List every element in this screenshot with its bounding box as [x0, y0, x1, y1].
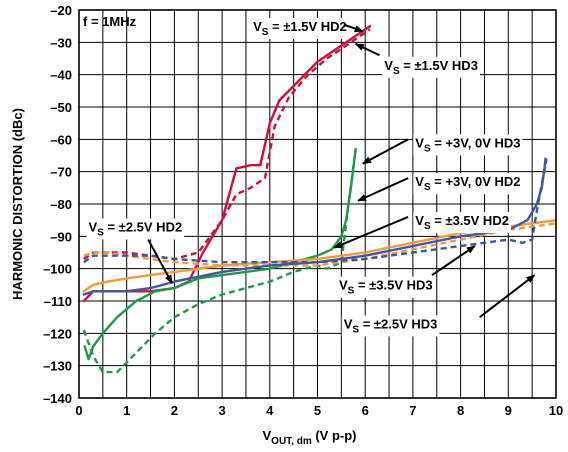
annotation-arrow-3 — [362, 138, 409, 165]
series-line-5 — [82, 219, 558, 293]
condition-label: f = 1MHz — [83, 14, 137, 29]
annotation-label-1: VS = ±1.5V HD2 — [253, 19, 347, 38]
annotation-text: = ±3.5V HD2 — [431, 213, 509, 228]
annotation-background — [382, 56, 480, 78]
y-tick-label: –70 — [50, 165, 72, 180]
annotation-arrow-6 — [147, 239, 173, 285]
y-tick-label: –30 — [50, 35, 72, 50]
x-tick-label: 4 — [266, 403, 274, 418]
x-tick-label: 10 — [549, 403, 563, 418]
plot-frame — [78, 9, 557, 399]
y-tick-label: –140 — [43, 391, 72, 406]
series-line-8 — [83, 158, 548, 264]
annotation-background — [251, 18, 349, 40]
x-axis-title: VOUT, dm (V p-p) — [263, 428, 357, 447]
grid — [78, 9, 557, 399]
x-tick-label: 1 — [123, 403, 130, 418]
annotation-arrow-1 — [343, 23, 364, 33]
annotation-arrow-7 — [431, 245, 476, 276]
annotation-label-7: VS = ±3.5V HD3 — [339, 278, 433, 297]
annotation-text: = +3V, 0V HD2 — [431, 174, 521, 189]
series-line-3 — [83, 147, 357, 361]
annotation-arrow-4 — [357, 177, 409, 202]
annotation-background — [86, 218, 185, 240]
y-tick-label: –130 — [43, 359, 72, 374]
y-tick-label: –120 — [43, 326, 72, 341]
x-tick-label: 6 — [362, 403, 369, 418]
annotation-background — [413, 173, 523, 195]
y-tick-label: –40 — [50, 68, 72, 83]
annotation-sub: S — [424, 182, 431, 193]
annotation-sub: S — [424, 221, 431, 232]
y-tick-label: –80 — [50, 197, 72, 212]
annotation-arrow-2 — [354, 43, 380, 57]
x-axis-title-sub: OUT, dm — [271, 436, 312, 447]
annotation-v: V — [384, 58, 393, 73]
annotation-text: = ±3.5V HD3 — [354, 278, 432, 293]
annotation-background — [341, 315, 440, 337]
x-tick-label: 0 — [75, 403, 82, 418]
annotation-background — [413, 134, 523, 156]
y-tick-label: –50 — [50, 100, 72, 115]
annotation-label-2: VS = ±1.5V HD3 — [384, 58, 478, 77]
x-axis-title-main: V — [263, 428, 272, 443]
annotation-sub: S — [393, 66, 400, 77]
annotation-v: V — [253, 19, 262, 34]
annotation-text: = ±1.5V HD2 — [268, 19, 346, 34]
annotation-v: V — [415, 135, 424, 150]
annotation-arrow-5 — [333, 216, 409, 249]
x-tick-label: 2 — [171, 403, 178, 418]
annotation-label-8: VS = ±2.5V HD3 — [344, 316, 438, 335]
x-tick-label: 9 — [505, 403, 512, 418]
annotation-sub: S — [352, 324, 359, 335]
series-line-1 — [82, 25, 372, 303]
annotation-label-5: VS = ±3.5V HD2 — [415, 213, 509, 232]
axis-labels: f = 1MHz HARMONIC DISTORTION (dBc) VOUT,… — [10, 14, 357, 447]
annotation-sub: S — [262, 27, 269, 38]
y-axis-title: HARMONIC DISTORTION (dBc) — [10, 108, 25, 300]
x-tick-label: 7 — [409, 403, 416, 418]
y-tick-label: –60 — [50, 132, 72, 147]
y-tick-label: –100 — [43, 262, 72, 277]
annotation-arrow-8 — [479, 274, 536, 318]
annotation-text: = ±2.5V HD2 — [104, 219, 182, 234]
annotation-sub: S — [348, 286, 355, 297]
annotation-v: V — [415, 174, 424, 189]
series-line-4 — [82, 148, 357, 374]
y-tick-label: –20 — [50, 3, 72, 18]
annotation-text: = +3V, 0V HD3 — [431, 135, 521, 150]
annotation-background — [336, 276, 435, 298]
x-tick-label: 3 — [218, 403, 225, 418]
tick-labels: –20 –30 –40 –50 –60 –70 –80 –90 –100 –110 –120 –130… — [43, 3, 563, 418]
series-line-6 — [83, 222, 557, 267]
annotation-sub: S — [97, 227, 104, 238]
x-tick-label: 8 — [457, 403, 464, 418]
annotation-label-4: VS = +3V, 0V HD2 — [415, 174, 520, 193]
annotation-text: = ±1.5V HD3 — [400, 58, 478, 73]
series-lines — [82, 25, 558, 374]
series-line-2 — [83, 28, 371, 261]
annotation-label-6: VS = ±2.5V HD2 — [89, 219, 183, 238]
annotation-v: V — [344, 316, 353, 331]
annotation-label-3: VS = +3V, 0V HD3 — [415, 135, 520, 154]
y-tick-label: –110 — [44, 294, 72, 309]
x-axis-title-tail: (V p-p) — [312, 428, 357, 443]
y-tick-label: –90 — [50, 229, 72, 244]
annotation-text: = ±2.5V HD3 — [359, 316, 437, 331]
annotation-v: V — [89, 219, 98, 234]
annotation-sub: S — [424, 143, 431, 154]
annotation-v: V — [415, 213, 424, 228]
x-tick-label: 5 — [314, 403, 321, 418]
annotation-background — [413, 212, 511, 234]
annotation-v: V — [339, 278, 348, 293]
